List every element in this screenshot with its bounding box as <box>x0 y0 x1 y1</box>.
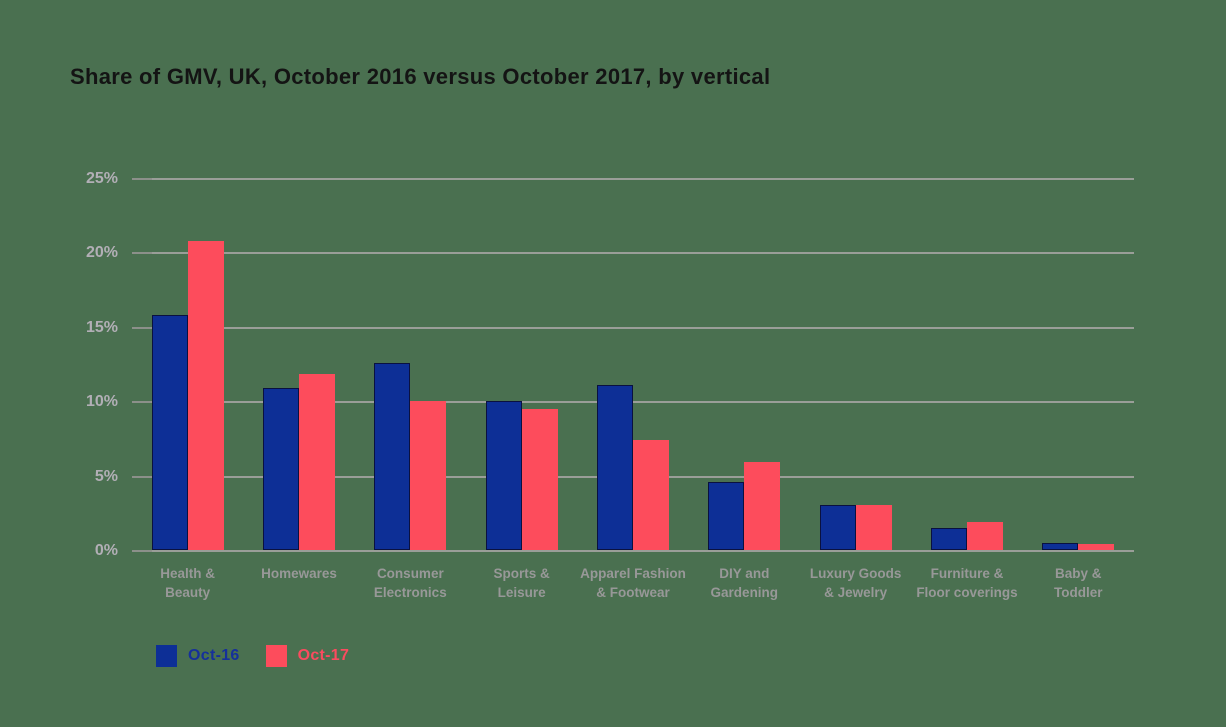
bar-group-diy-and-gardening <box>689 178 800 550</box>
legend: Oct-16 Oct-17 <box>156 645 349 667</box>
category-label-health-beauty: Health & Beauty <box>160 566 216 600</box>
bar-group-health-beauty <box>132 178 243 550</box>
y-axis-label-10: 10% <box>85 393 118 411</box>
bar-oct-17-consumer-electronics <box>410 401 447 550</box>
bar-oct-16-apparel-fashion-footwear <box>596 384 633 550</box>
category-label-consumer-electronics: Consumer Electronics <box>373 566 447 600</box>
legend-label-oct-16: Oct-16 <box>188 647 240 664</box>
plot-area: 25% 20% 15% 10% 5% 0% Health & Beauty Homewares… <box>86 170 1134 600</box>
bar-oct-17-baby-toddler <box>1078 544 1115 550</box>
bar-oct-17-sports-leisure <box>521 408 558 550</box>
bar-oct-16-homewares <box>262 387 299 550</box>
y-axis-label-15: 15% <box>85 318 118 336</box>
bar-oct-17-apparel-fashion-footwear <box>632 439 669 550</box>
bar-oct-16-consumer-electronics <box>374 362 411 550</box>
bar-oct-16-sports-leisure <box>485 401 522 550</box>
legend-label-oct-17: Oct-17 <box>297 647 350 664</box>
category-label-baby-toddler: Baby & Toddler <box>1054 566 1103 600</box>
bar-oct-17-homewares <box>298 374 335 550</box>
bar-oct-16-baby-toddler <box>1042 542 1079 550</box>
gridline-0: 0% <box>95 542 1134 559</box>
category-label-furniture-floor-coverings: Furniture & Floor coverings <box>916 566 1018 600</box>
category-label-apparel-fashion-footwear: Apparel Fashion & Footwear <box>580 566 686 600</box>
legend-swatch-oct-16 <box>156 645 177 667</box>
category-label-luxury-goods-jewelry: Luxury Goods & Jewelry <box>809 566 902 600</box>
legend-item-oct-17: Oct-17 <box>265 645 350 667</box>
bar-oct-16-health-beauty <box>151 314 188 550</box>
bar-oct-17-luxury-goods-jewelry <box>855 505 892 550</box>
bar-oct-16-luxury-goods-jewelry <box>819 505 856 550</box>
bar-oct-17-health-beauty <box>187 240 224 550</box>
bar-group-luxury-goods-jewelry <box>800 178 911 550</box>
y-tick-0 <box>132 550 152 552</box>
y-tick-10 <box>132 401 152 404</box>
bar-group-furniture-floor-coverings <box>911 178 1022 550</box>
legend-swatch-oct-17 <box>265 645 287 667</box>
y-tick-15 <box>132 326 152 329</box>
y-tick-5 <box>132 475 152 478</box>
chart-title: Share of GMV, UK, October 2016 versus Oc… <box>70 64 771 89</box>
category-label-diy-and-gardening: DIY and Gardening <box>710 566 779 600</box>
bar-group-baby-toddler <box>1023 178 1134 550</box>
category-label-homewares: Homewares <box>261 566 337 581</box>
bar-oct-17-diy-and-gardening <box>744 462 781 550</box>
bar-oct-17-furniture-floor-coverings <box>966 521 1003 550</box>
y-axis-label-20: 20% <box>85 244 118 262</box>
gridline-10: 10% <box>86 393 1134 410</box>
gridline-20: 20% <box>86 244 1134 261</box>
gridline-15: 15% <box>86 319 1134 336</box>
category-label-sports-leisure: Sports & Leisure <box>493 566 550 600</box>
bar-series <box>132 178 1134 550</box>
y-axis-label-25: 25% <box>85 170 118 187</box>
y-tick-20 <box>132 252 152 255</box>
x-axis-labels: Health & Beauty Homewares Consumer Electroni… <box>132 564 1134 602</box>
bar-group-homewares <box>243 178 354 550</box>
legend-item-oct-16: Oct-16 <box>156 645 240 667</box>
bar-oct-16-furniture-floor-coverings <box>930 527 967 550</box>
bar-oct-16-diy-and-gardening <box>708 481 745 550</box>
y-axis-label-0: 0% <box>94 542 118 559</box>
bar-group-consumer-electronics <box>355 178 466 550</box>
y-axis-label-5: 5% <box>94 467 118 485</box>
bar-group-sports-leisure <box>466 178 577 550</box>
gridline-25: 25% <box>86 170 1134 187</box>
bar-group-apparel-fashion-footwear <box>577 178 688 550</box>
y-tick-25 <box>132 178 152 180</box>
